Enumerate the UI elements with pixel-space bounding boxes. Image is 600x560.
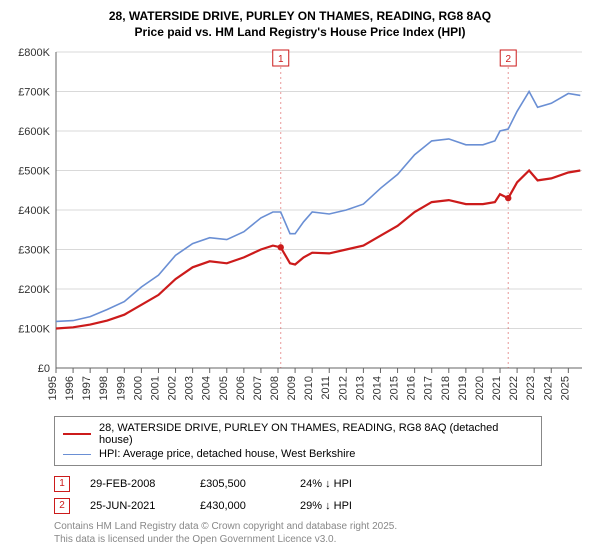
svg-text:1999: 1999: [115, 376, 127, 400]
footnote: Contains HM Land Registry data © Crown c…: [54, 520, 588, 546]
svg-text:2011: 2011: [320, 376, 332, 400]
svg-text:2002: 2002: [167, 376, 179, 400]
chart: £0 £100K £200K £300K £400K £500K £600K £700K £80…: [12, 46, 588, 406]
svg-text:2022: 2022: [508, 376, 520, 400]
legend-label: HPI: Average price, detached house, West…: [99, 448, 355, 460]
svg-text:1996: 1996: [64, 376, 76, 400]
title-line-1: 28, WATERSIDE DRIVE, PURLEY ON THAMES, R…: [12, 8, 588, 24]
marker-date: 29-FEB-2008: [90, 478, 200, 490]
svg-text:2008: 2008: [269, 376, 281, 400]
svg-text:£700K: £700K: [18, 87, 50, 99]
svg-text:2009: 2009: [286, 376, 298, 400]
marker-row: 1 29-FEB-2008£305,50024% ↓ HPI: [54, 476, 588, 492]
svg-text:1998: 1998: [98, 376, 110, 400]
svg-text:2004: 2004: [201, 376, 213, 400]
svg-text:2012: 2012: [337, 376, 349, 400]
svg-text:2007: 2007: [252, 376, 264, 400]
legend-label: 28, WATERSIDE DRIVE, PURLEY ON THAMES, R…: [99, 422, 533, 446]
svg-text:£500K: £500K: [18, 166, 50, 178]
marker-chip: 2: [54, 498, 70, 514]
svg-text:£400K: £400K: [18, 205, 50, 217]
svg-text:2020: 2020: [474, 376, 486, 400]
svg-text:2025: 2025: [559, 376, 571, 400]
svg-text:£600K: £600K: [18, 126, 50, 138]
marker-price: £430,000: [200, 500, 300, 512]
svg-text:2: 2: [505, 54, 511, 65]
svg-text:2017: 2017: [423, 376, 435, 400]
title-block: 28, WATERSIDE DRIVE, PURLEY ON THAMES, R…: [12, 8, 588, 40]
legend-row: HPI: Average price, detached house, West…: [63, 447, 533, 461]
marker-chip: 1: [54, 476, 70, 492]
svg-text:2001: 2001: [149, 376, 161, 400]
footnote-line-1: Contains HM Land Registry data © Crown c…: [54, 520, 588, 533]
title-line-2: Price paid vs. HM Land Registry's House …: [12, 24, 588, 40]
svg-text:2024: 2024: [542, 376, 554, 400]
svg-text:2006: 2006: [235, 376, 247, 400]
marker-date: 25-JUN-2021: [90, 500, 200, 512]
legend-swatch: [63, 454, 91, 455]
svg-text:2019: 2019: [457, 376, 469, 400]
footnote-line-2: This data is licensed under the Open Gov…: [54, 533, 588, 546]
svg-text:2021: 2021: [491, 376, 503, 400]
svg-text:2013: 2013: [354, 376, 366, 400]
chart-container: 28, WATERSIDE DRIVE, PURLEY ON THAMES, R…: [0, 0, 600, 554]
svg-text:1995: 1995: [47, 376, 59, 400]
svg-text:2010: 2010: [303, 376, 315, 400]
svg-text:2023: 2023: [525, 376, 537, 400]
legend-row: 28, WATERSIDE DRIVE, PURLEY ON THAMES, R…: [63, 421, 533, 447]
legend: 28, WATERSIDE DRIVE, PURLEY ON THAMES, R…: [54, 416, 542, 466]
svg-text:£800K: £800K: [18, 47, 50, 59]
legend-swatch: [63, 433, 91, 435]
marker-price: £305,500: [200, 478, 300, 490]
svg-text:2005: 2005: [218, 376, 230, 400]
svg-text:1: 1: [278, 54, 284, 65]
svg-text:£0: £0: [38, 363, 50, 375]
marker-diff: 24% ↓ HPI: [300, 478, 420, 490]
marker-row: 2 25-JUN-2021£430,00029% ↓ HPI: [54, 498, 588, 514]
svg-text:2015: 2015: [389, 376, 401, 400]
svg-text:£200K: £200K: [18, 284, 50, 296]
marker-diff: 29% ↓ HPI: [300, 500, 420, 512]
svg-text:2003: 2003: [184, 376, 196, 400]
marker-table: 1 29-FEB-2008£305,50024% ↓ HPI 2 25-JUN-202…: [54, 476, 588, 514]
chart-svg: £0 £100K £200K £300K £400K £500K £600K £700K £80…: [12, 46, 588, 406]
svg-text:1997: 1997: [81, 376, 93, 400]
svg-text:2014: 2014: [371, 376, 383, 400]
svg-text:£300K: £300K: [18, 245, 50, 257]
svg-text:£100K: £100K: [18, 324, 50, 336]
svg-text:2016: 2016: [406, 376, 418, 400]
svg-text:2000: 2000: [132, 376, 144, 400]
svg-text:2018: 2018: [440, 376, 452, 400]
